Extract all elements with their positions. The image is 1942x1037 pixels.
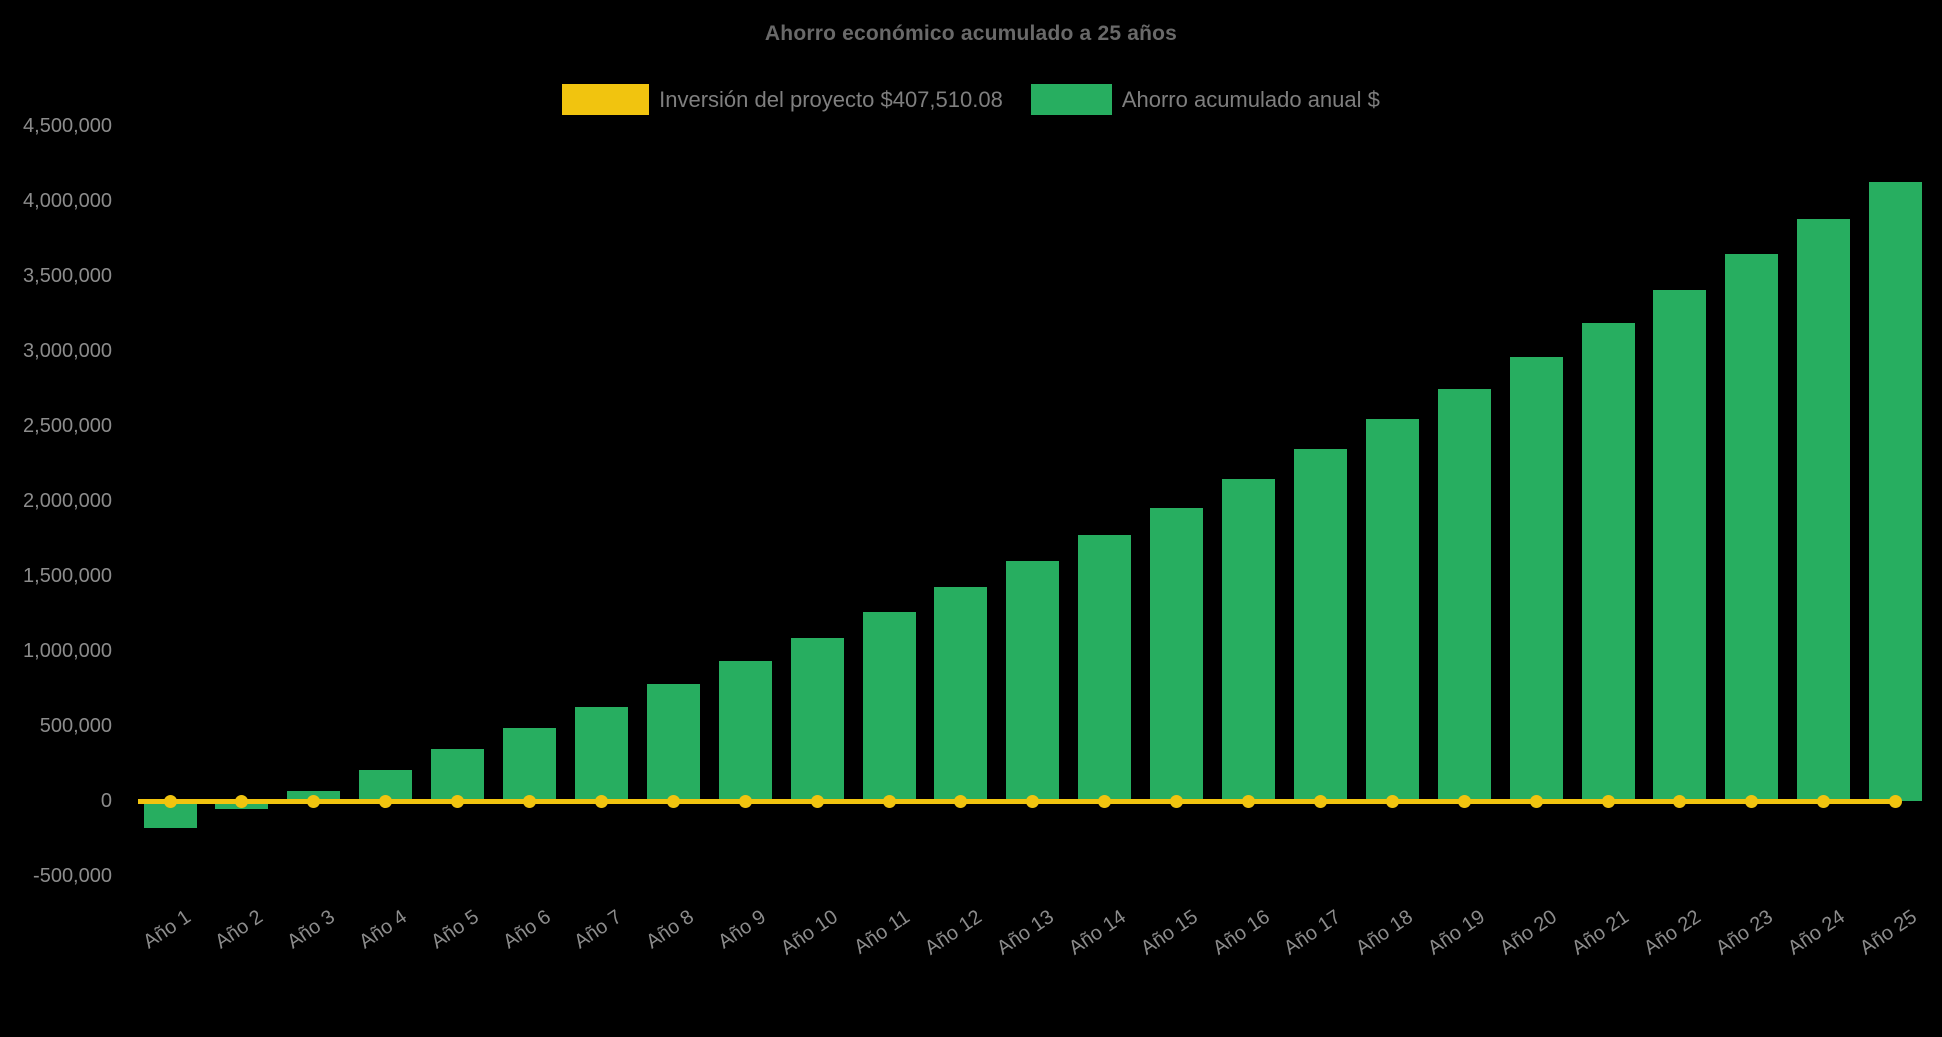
investment-line-marker [379, 794, 393, 808]
y-axis-label: 4,500,000 [23, 115, 112, 137]
bar-año-8 [646, 684, 700, 801]
investment-line [138, 798, 1897, 804]
bar-año-16 [1222, 479, 1275, 801]
bar-año-24 [1797, 219, 1851, 801]
investment-line-marker [1889, 794, 1903, 808]
bar-año-23 [1725, 254, 1779, 801]
investment-line-marker [451, 794, 465, 808]
legend-item-investment[interactable]: Inversión del proyecto $407,510.08 [562, 84, 1003, 115]
legend-label-savings: Ahorro acumulado anual $ [1121, 86, 1380, 112]
investment-line-marker [1673, 794, 1687, 808]
y-axis-label: 0 [100, 790, 112, 812]
bar-año-17 [1293, 449, 1347, 801]
bar-año-22 [1653, 289, 1707, 801]
investment-line-marker [1601, 794, 1615, 808]
bar-año-20 [1509, 357, 1563, 801]
y-axis-label: 4,000,000 [23, 190, 112, 212]
legend: Inversión del proyecto $407,510.08 Ahorr… [0, 84, 1942, 115]
bar-año-25 [1869, 181, 1923, 801]
bar-año-6 [503, 728, 556, 801]
investment-line-marker [1385, 794, 1399, 808]
y-axis-label: 500,000 [39, 715, 112, 737]
bar-año-19 [1437, 388, 1491, 801]
y-axis-label: -500,000 [33, 865, 112, 887]
bar-año-11 [862, 612, 916, 801]
savings-color-swatch-icon [1030, 84, 1112, 115]
investment-line-marker [1457, 794, 1471, 808]
y-axis-label: 3,500,000 [23, 265, 112, 287]
bar-año-14 [1078, 534, 1132, 801]
investment-line-marker [1242, 794, 1255, 808]
legend-item-savings[interactable]: Ahorro acumulado anual $ [1030, 84, 1380, 115]
investment-line-marker [954, 794, 968, 808]
legend-label-investment: Inversión del proyecto $407,510.08 [659, 86, 1003, 112]
investment-color-swatch-icon [562, 84, 650, 115]
bar-año-15 [1150, 507, 1204, 801]
bar-año-9 [718, 660, 772, 801]
investment-line-marker [163, 794, 177, 808]
y-axis-label: 2,000,000 [23, 490, 112, 512]
bar-año-13 [1006, 561, 1060, 801]
bar-año-18 [1365, 418, 1419, 801]
investment-line-marker [1098, 794, 1112, 808]
y-axis-label: 1,000,000 [23, 640, 112, 662]
investment-line-marker [882, 794, 896, 808]
investment-line-marker [810, 794, 824, 808]
y-axis-label: 3,000,000 [23, 340, 112, 362]
investment-line-marker [1529, 794, 1543, 808]
investment-line-marker [594, 794, 608, 808]
bar-año-12 [934, 587, 988, 801]
investment-line-marker [307, 794, 321, 808]
investment-line-marker [1745, 794, 1759, 808]
bar-año-10 [790, 637, 844, 801]
y-axis-label: 1,500,000 [23, 565, 112, 587]
bar-año-7 [574, 706, 628, 801]
bar-año-21 [1581, 323, 1635, 801]
investment-line-marker [523, 794, 536, 808]
investment-line-marker [738, 794, 752, 808]
investment-line-marker [666, 794, 680, 808]
investment-line-marker [1170, 794, 1184, 808]
chart-title: Ahorro económico acumulado a 25 años [764, 22, 1178, 45]
investment-line-marker [1817, 794, 1831, 808]
investment-line-marker [1313, 794, 1327, 808]
investment-line-marker [1026, 794, 1040, 808]
investment-line-marker [235, 794, 249, 808]
plot-area: 4,500,000 4,000,000 3,500,000 3,000,000 2,50… [23, 115, 1923, 960]
bar-año-5 [431, 749, 485, 801]
y-axis-label: 2,500,000 [23, 415, 112, 437]
